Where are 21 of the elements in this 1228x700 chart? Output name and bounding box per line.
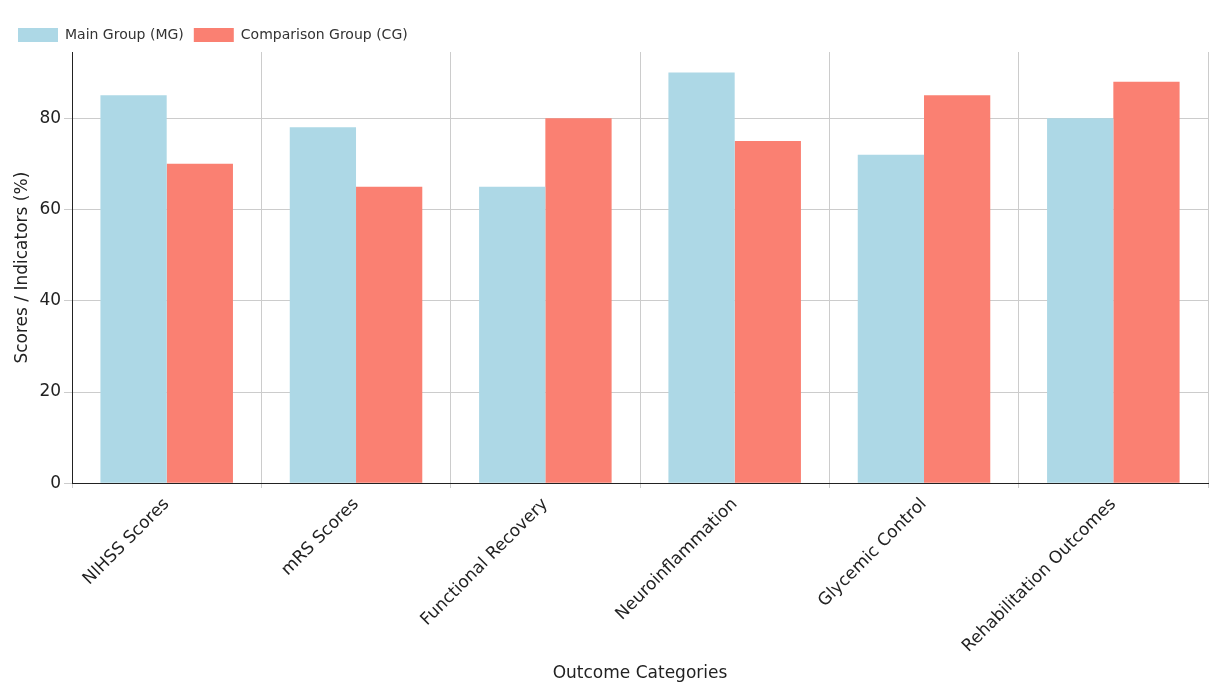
bar (734, 140, 801, 483)
y-tick-label: 0 (50, 471, 62, 492)
legend-label: Main Group (MG) (65, 25, 184, 42)
bar (545, 118, 612, 483)
bar (356, 186, 423, 483)
y-tick-label: 40 (39, 289, 62, 310)
y-tick-label: 80 (39, 106, 62, 127)
y-tick-label: 60 (39, 197, 62, 218)
bar (857, 154, 925, 483)
bar (1047, 118, 1114, 483)
x-axis-title: Outcome Categories (552, 662, 728, 683)
bar (100, 95, 167, 483)
bar (924, 95, 991, 483)
bar (289, 127, 357, 483)
y-tick-label: 20 (39, 380, 62, 401)
bar (1113, 81, 1180, 483)
legend-label: Comparison Group (CG) (240, 25, 408, 42)
bar (166, 163, 233, 483)
bar (668, 72, 735, 483)
y-axis-title: Scores / Indicators (%) (10, 171, 31, 364)
bar (479, 186, 546, 483)
